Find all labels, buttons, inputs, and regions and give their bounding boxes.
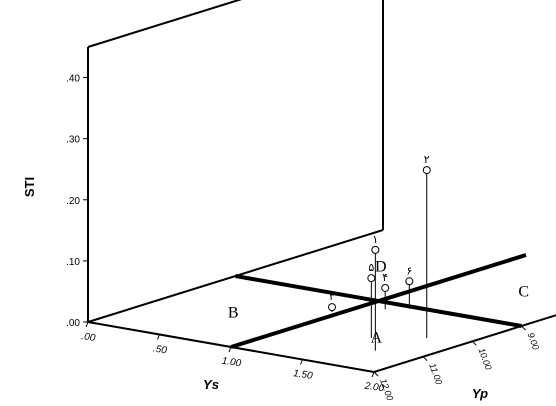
quadrant-labels: A B C D xyxy=(228,259,529,347)
quadrant-label-b: B xyxy=(228,305,239,322)
y-tick-mark xyxy=(373,371,379,377)
chart-frame xyxy=(87,0,556,373)
y-tick-mark xyxy=(422,356,428,362)
data-points: ۱ ۲ ۳ ۴۵ ۶ xyxy=(328,154,431,351)
y-tick-label: 11.00 xyxy=(427,362,444,386)
y-tick-label: 10.00 xyxy=(476,347,493,372)
x-tick-mark xyxy=(300,359,303,365)
quadrant-label-c: C xyxy=(518,284,529,301)
x-tick-label: 2.00 xyxy=(363,381,385,395)
x-tick-mark xyxy=(157,334,160,340)
z-tick-label: .10 xyxy=(66,257,80,268)
z-tick-label: .40 xyxy=(66,74,80,85)
y-axis-title: Yp xyxy=(472,386,488,401)
data-point-label: ۶ xyxy=(406,265,412,277)
x-axis-title: Ys xyxy=(203,377,219,392)
y-tick-mark xyxy=(521,325,526,331)
quadrant-label-a: A xyxy=(370,330,382,347)
x-tick-label: 1.50 xyxy=(292,368,313,382)
z-tick-label: .20 xyxy=(66,196,80,207)
data-point-marker xyxy=(328,303,337,312)
y-tick-label: 9.00 xyxy=(526,331,541,351)
divider-yp-mid xyxy=(235,274,522,328)
x-tick-mark xyxy=(371,371,375,378)
x-tick-label: .00 xyxy=(81,331,97,344)
data-point-marker xyxy=(381,283,390,292)
axis-ticks: .00.10.20.30.40.00.501.001.502.0012.0011… xyxy=(66,74,541,402)
x-tick-mark xyxy=(228,346,232,353)
axis-titles: STI Ys Yp xyxy=(22,177,488,401)
y-tick-mark xyxy=(471,340,477,346)
data-point-marker xyxy=(405,277,414,286)
z-tick-label: .00 xyxy=(66,318,80,329)
z-axis-title: STI xyxy=(22,177,37,197)
data-point-marker xyxy=(367,274,376,283)
x-tick-label: 1.00 xyxy=(221,356,242,370)
quadrant-label-d: D xyxy=(375,259,387,276)
data-point-label: ۵ xyxy=(368,262,374,274)
x-tick-mark xyxy=(85,321,89,328)
data-point-label: ۲ xyxy=(424,154,430,166)
back-top-edge xyxy=(87,0,243,48)
x-tick-label: .50 xyxy=(152,344,168,357)
data-point-marker xyxy=(371,245,380,254)
floor-quadrant-dividers xyxy=(230,253,527,349)
data-point-marker xyxy=(422,166,431,175)
data-point-label: ۴ xyxy=(382,272,388,284)
data-point-label: ۳ xyxy=(329,291,335,303)
z-tick-label: .30 xyxy=(66,135,80,146)
data-point-label: ۱ xyxy=(372,234,378,246)
